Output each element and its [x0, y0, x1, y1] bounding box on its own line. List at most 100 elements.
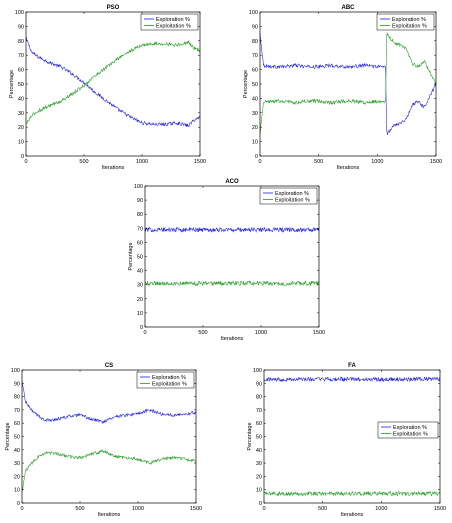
series-line-exploration: [25, 37, 201, 128]
legend-label-exploitation: Exploitation %: [156, 24, 191, 30]
plot-area-frame: [25, 11, 201, 157]
legend: Exploration %Exploitation %: [259, 187, 318, 205]
legend-label-exploitation: Exploitation %: [152, 382, 187, 388]
legend-box: [259, 187, 318, 205]
y-tick-label: 90: [252, 24, 258, 30]
y-tick-label: 60: [252, 68, 258, 74]
legend: Exploration %Exploitation %: [140, 13, 199, 31]
y-tick-label: 10: [256, 488, 262, 494]
legend-label-exploration: Exploration %: [275, 191, 309, 197]
y-tick-label: 10: [14, 488, 20, 494]
y-tick-label: 10: [252, 140, 258, 146]
legend: Exploration %Exploitation %: [376, 13, 435, 31]
y-tick-label: 50: [18, 82, 24, 88]
x-tick-label: 1000: [255, 330, 267, 336]
series-line-exploration: [21, 380, 197, 425]
y-axis-label: Percentage: [5, 422, 11, 450]
y-tick-label: 0: [255, 154, 258, 160]
legend-box: [376, 13, 435, 31]
chart-title: ACO: [225, 179, 239, 185]
chart-title: CS: [105, 363, 113, 369]
x-tick-label: 1000: [371, 159, 383, 165]
series-line-exploitation: [25, 40, 201, 125]
y-tick-label: 100: [249, 10, 258, 16]
series-line-exploitation: [263, 490, 441, 497]
x-tick-label: 500: [198, 330, 207, 336]
y-tick-label: 10: [18, 140, 24, 146]
x-axis-label: Iterations: [337, 165, 360, 171]
y-tick-label: 0: [259, 501, 262, 507]
x-tick-label: 1500: [313, 330, 325, 336]
x-tick-label: 500: [75, 506, 84, 512]
y-tick-label: 20: [14, 474, 20, 480]
y-tick-label: 90: [14, 381, 20, 387]
plot-area-frame: [21, 369, 197, 504]
y-tick-label: 100: [134, 184, 143, 190]
x-tick-label: 0: [143, 330, 146, 336]
y-tick-label: 60: [137, 240, 143, 246]
y-tick-label: 20: [137, 297, 143, 303]
y-tick-label: 50: [256, 435, 262, 441]
y-tick-label: 50: [252, 82, 258, 88]
y-axis-label: Percentage: [128, 242, 134, 270]
x-tick-label: 1000: [132, 506, 144, 512]
y-tick-label: 40: [256, 448, 262, 454]
x-tick-label: 1500: [434, 506, 446, 512]
legend-label-exploitation: Exploitation %: [392, 24, 427, 30]
x-tick-label: 0: [24, 159, 27, 165]
y-axis-label: Percentage: [9, 70, 15, 98]
x-tick-label: 0: [262, 506, 265, 512]
y-tick-label: 80: [252, 39, 258, 45]
y-tick-label: 0: [17, 501, 20, 507]
y-axis-label: Percentage: [247, 422, 253, 450]
y-tick-label: 70: [14, 408, 20, 414]
chart-title: FA: [348, 363, 356, 369]
y-tick-label: 80: [256, 395, 262, 401]
series-line-exploitation: [21, 449, 197, 492]
y-tick-label: 90: [18, 24, 24, 30]
y-tick-label: 90: [256, 381, 262, 387]
y-tick-label: 30: [252, 111, 258, 117]
x-axis-label: Iterations: [221, 336, 244, 342]
x-tick-label: 500: [314, 159, 323, 165]
y-tick-label: 40: [18, 96, 24, 102]
legend-label-exploration: Exploration %: [156, 17, 190, 23]
x-tick-label: 1500: [194, 159, 206, 165]
series-line-exploitation: [144, 280, 320, 287]
legend: Exploration %Exploitation %: [377, 421, 439, 439]
series-line-exploration: [263, 376, 441, 383]
x-tick-label: 0: [20, 506, 23, 512]
y-tick-label: 90: [137, 198, 143, 204]
y-tick-label: 80: [14, 395, 20, 401]
legend-box: [140, 13, 199, 31]
x-axis-label: Iterations: [98, 512, 121, 518]
legend-label-exploitation: Exploitation %: [275, 198, 310, 204]
y-tick-label: 20: [18, 125, 24, 131]
y-tick-label: 70: [252, 53, 258, 59]
chart-title: PSO: [107, 5, 120, 11]
legend-label-exploration: Exploration %: [393, 425, 427, 431]
y-tick-label: 30: [14, 461, 20, 467]
chart-title: ABC: [342, 5, 356, 11]
y-tick-label: 70: [18, 53, 24, 59]
legend: Exploration %Exploitation %: [136, 371, 195, 389]
x-axis-label: Iterations: [102, 165, 125, 171]
x-tick-label: 1500: [430, 159, 442, 165]
y-tick-label: 20: [252, 125, 258, 131]
y-tick-label: 80: [18, 39, 24, 45]
y-tick-label: 100: [11, 368, 20, 374]
legend-box: [377, 421, 439, 439]
y-tick-label: 60: [18, 68, 24, 74]
y-tick-label: 80: [137, 212, 143, 218]
y-axis-label: Percentage: [243, 70, 249, 98]
x-tick-label: 500: [318, 506, 327, 512]
legend-label-exploration: Exploration %: [152, 375, 186, 381]
y-tick-label: 100: [253, 368, 262, 374]
y-tick-label: 30: [256, 461, 262, 467]
y-tick-label: 60: [256, 421, 262, 427]
y-tick-label: 70: [256, 408, 262, 414]
